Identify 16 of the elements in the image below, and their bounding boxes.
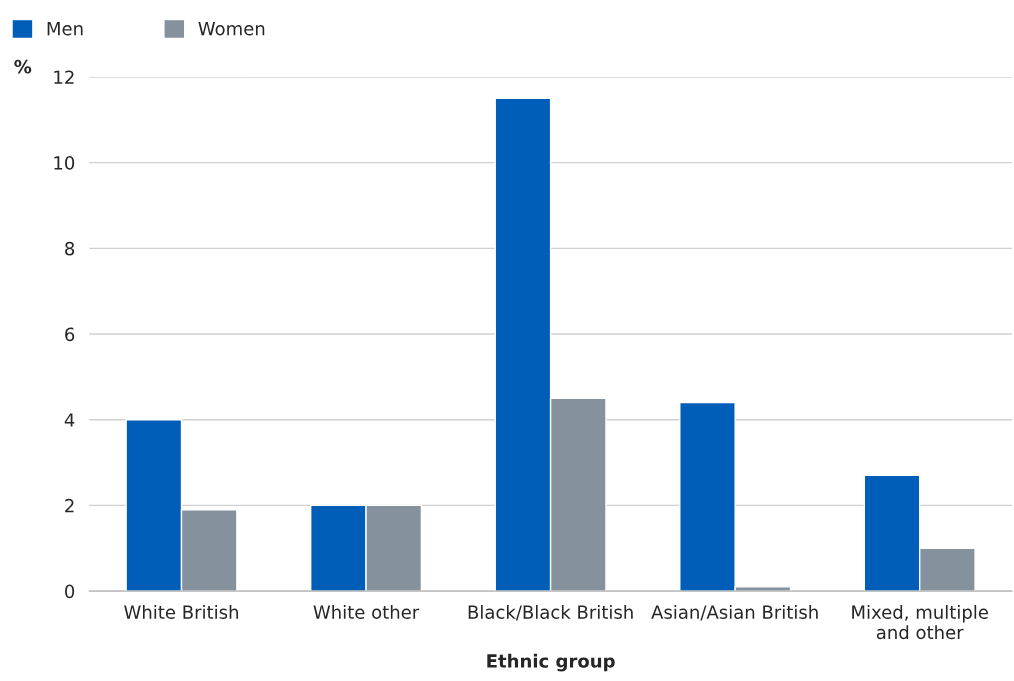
x-tick-label: Mixed, multiple and other <box>852 605 988 640</box>
y-tick-label: 12 <box>54 70 74 84</box>
y-tick-label: 8 <box>65 241 75 256</box>
x-tick-label: White British <box>124 605 238 619</box>
y-tick-label: 0 <box>65 584 75 599</box>
y-tick-label: 4 <box>64 413 75 427</box>
legend-label: Women <box>198 21 265 36</box>
y-tick-label: 2 <box>65 498 74 513</box>
x-axis-title: Ethnic group <box>487 653 615 672</box>
y-tick-label: 10 <box>54 156 75 170</box>
y-axis-title: % <box>14 59 32 74</box>
x-tick-label: Black/Black British <box>468 605 633 621</box>
legend-label: Men <box>47 21 83 36</box>
x-tick-label: Asian/Asian British <box>651 605 818 621</box>
x-tick-label: White other <box>313 605 420 619</box>
y-tick-label: 6 <box>65 327 75 342</box>
